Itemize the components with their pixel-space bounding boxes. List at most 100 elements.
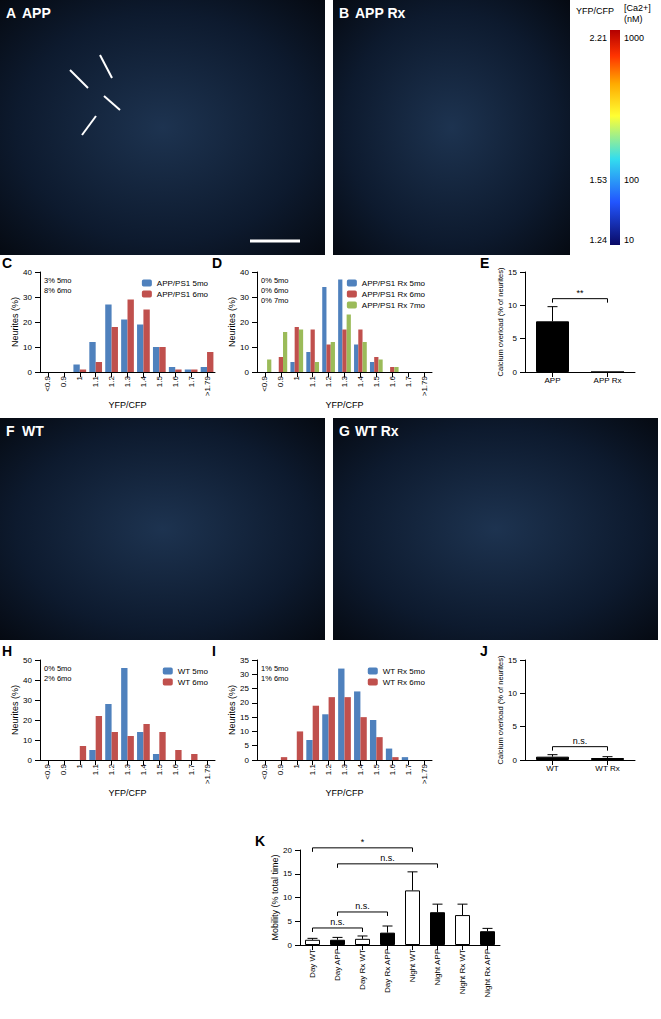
svg-text:0.9: 0.9	[59, 763, 68, 775]
svg-text:35: 35	[240, 656, 249, 665]
svg-text:15: 15	[508, 268, 517, 277]
svg-text:Night WT: Night WT	[408, 949, 417, 982]
svg-text:*: *	[361, 837, 365, 847]
svg-text:1000: 1000	[624, 33, 644, 43]
svg-text:40: 40	[23, 268, 32, 277]
svg-text:0.9: 0.9	[276, 763, 285, 775]
svg-text:Mobility (% total time): Mobility (% total time)	[270, 854, 280, 940]
svg-text:Night Rx APP: Night Rx APP	[483, 949, 492, 997]
svg-text:20: 20	[23, 318, 32, 327]
svg-text:YFP/CFP: YFP/CFP	[108, 788, 146, 798]
svg-text:1: 1	[75, 375, 84, 380]
svg-text:1.3: 1.3	[340, 375, 349, 387]
svg-text:1.6: 1.6	[388, 763, 397, 775]
svg-text:WT: WT	[546, 764, 559, 773]
svg-text:50: 50	[23, 656, 32, 665]
svg-text:30: 30	[240, 670, 249, 679]
svg-text:APP/PS1 Rx 6mo: APP/PS1 Rx 6mo	[362, 290, 426, 299]
svg-text:<0.9: <0.9	[260, 763, 269, 779]
svg-text:1.6: 1.6	[171, 763, 180, 775]
svg-text:15: 15	[508, 656, 517, 665]
svg-text:[Ca2+]: [Ca2+]	[624, 3, 653, 13]
svg-text:1.7: 1.7	[187, 375, 196, 387]
svg-text:10: 10	[508, 301, 517, 310]
svg-text:1.4: 1.4	[139, 763, 148, 775]
svg-text:Neurites (%): Neurites (%)	[10, 685, 20, 735]
svg-text:10: 10	[624, 235, 634, 245]
svg-text:APP/PS1 6mo: APP/PS1 6mo	[157, 290, 209, 299]
svg-text:Neurites (%): Neurites (%)	[10, 297, 20, 347]
svg-text:1.1: 1.1	[91, 375, 100, 387]
svg-text:1.7: 1.7	[187, 763, 196, 775]
svg-text:Day APP: Day APP	[333, 949, 342, 981]
svg-text:n.s.: n.s.	[330, 917, 345, 927]
svg-text:25: 25	[240, 684, 249, 693]
svg-text:5: 5	[245, 741, 250, 750]
svg-text:>1.79: >1.79	[203, 763, 212, 784]
svg-text:10: 10	[283, 893, 292, 902]
svg-text:30: 30	[240, 293, 249, 302]
svg-text:10: 10	[23, 343, 32, 352]
svg-text:Night Rx WT: Night Rx WT	[458, 949, 467, 994]
svg-text:Neurites (%): Neurites (%)	[227, 297, 237, 347]
svg-text:10: 10	[240, 727, 249, 736]
svg-text:APP Rx: APP Rx	[355, 5, 406, 21]
svg-text:0: 0	[245, 368, 250, 377]
svg-text:Calcium overload (% of neurite: Calcium overload (% of neurites)	[496, 267, 505, 376]
svg-text:<0.9: <0.9	[43, 763, 52, 779]
svg-text:<0.9: <0.9	[260, 375, 269, 391]
svg-text:0: 0	[288, 941, 293, 950]
svg-text:Neurites (%): Neurites (%)	[227, 685, 237, 735]
svg-text:30: 30	[23, 696, 32, 705]
svg-text:3% 5mo: 3% 5mo	[44, 276, 72, 285]
svg-text:10: 10	[508, 689, 517, 698]
svg-text:1.24: 1.24	[589, 235, 607, 245]
svg-text:H: H	[2, 643, 12, 659]
svg-text:1.2: 1.2	[324, 763, 333, 775]
svg-text:1.6: 1.6	[388, 375, 397, 387]
svg-text:1.4: 1.4	[139, 375, 148, 387]
svg-text:0.9: 0.9	[59, 375, 68, 387]
svg-text:>1.79: >1.79	[203, 375, 212, 396]
svg-text:B: B	[339, 5, 349, 21]
svg-text:APP/PS1 5mo: APP/PS1 5mo	[157, 279, 209, 288]
svg-text:2.21: 2.21	[589, 33, 607, 43]
svg-text:8% 6mo: 8% 6mo	[44, 286, 72, 295]
svg-text:Day Rx WT: Day Rx WT	[358, 949, 367, 990]
svg-text:YFP/CFP: YFP/CFP	[576, 6, 614, 16]
svg-text:<0.9: <0.9	[43, 375, 52, 391]
svg-text:0% 7mo: 0% 7mo	[261, 296, 289, 305]
svg-text:1.5: 1.5	[372, 763, 381, 775]
svg-text:15: 15	[240, 713, 249, 722]
svg-text:1.6: 1.6	[171, 375, 180, 387]
svg-text:1.1: 1.1	[308, 763, 317, 775]
svg-text:0: 0	[28, 368, 33, 377]
svg-text:0.9: 0.9	[276, 375, 285, 387]
svg-text:1% 6mo: 1% 6mo	[261, 674, 289, 683]
svg-text:**: **	[576, 288, 584, 298]
svg-text:1: 1	[292, 375, 301, 380]
svg-text:1.5: 1.5	[155, 763, 164, 775]
svg-text:WT Rx 6mo: WT Rx 6mo	[383, 678, 426, 687]
svg-text:1.7: 1.7	[404, 763, 413, 775]
svg-text:(nM): (nM)	[624, 14, 643, 24]
svg-text:WT 6mo: WT 6mo	[178, 678, 209, 687]
svg-text:1.1: 1.1	[91, 763, 100, 775]
svg-text:40: 40	[240, 268, 249, 277]
svg-text:0: 0	[28, 756, 33, 765]
svg-text:1.5: 1.5	[155, 375, 164, 387]
svg-text:1.3: 1.3	[123, 375, 132, 387]
svg-text:YFP/CFP: YFP/CFP	[325, 788, 363, 798]
svg-text:I: I	[212, 643, 216, 659]
svg-text:20: 20	[283, 846, 292, 855]
svg-text:WT 5mo: WT 5mo	[178, 667, 209, 676]
svg-text:>1.79: >1.79	[420, 763, 429, 784]
svg-text:5: 5	[288, 917, 293, 926]
svg-text:1.1: 1.1	[308, 375, 317, 387]
svg-text:YFP/CFP: YFP/CFP	[108, 400, 146, 410]
svg-text:n.s.: n.s.	[380, 853, 395, 863]
svg-text:100: 100	[624, 175, 639, 185]
svg-text:>1.79: >1.79	[420, 375, 429, 396]
svg-text:WT Rx 5mo: WT Rx 5mo	[383, 667, 426, 676]
svg-text:0% 5mo: 0% 5mo	[44, 664, 72, 673]
